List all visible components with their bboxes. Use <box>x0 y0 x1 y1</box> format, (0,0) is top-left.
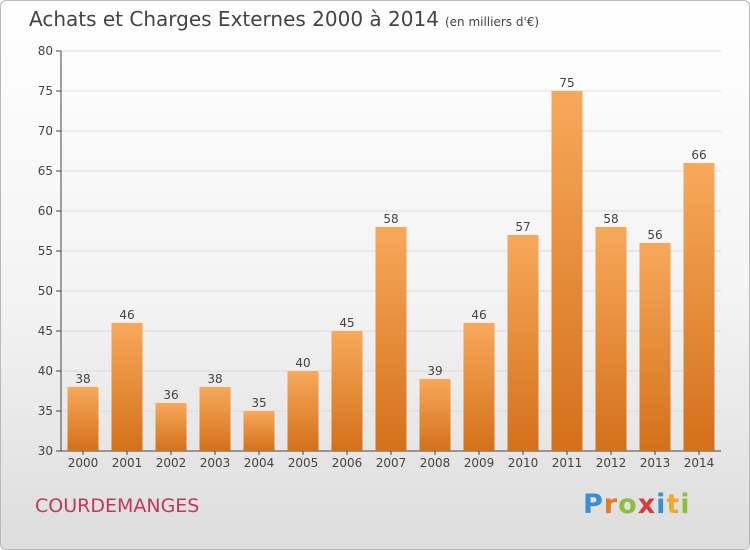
x-tick-label: 2009 <box>464 456 495 470</box>
x-tick-label: 2014 <box>684 456 715 470</box>
x-tick-label: 2008 <box>420 456 451 470</box>
data-label: 45 <box>339 316 354 330</box>
bars <box>67 91 715 451</box>
y-tick-label: 35 <box>38 404 53 418</box>
x-tick-label: 2013 <box>640 456 671 470</box>
y-tick-label: 30 <box>38 444 53 458</box>
bar <box>683 163 715 451</box>
bar <box>67 387 99 451</box>
x-tick-label: 2007 <box>376 456 407 470</box>
bar <box>507 235 539 451</box>
bar <box>595 227 627 451</box>
data-label: 58 <box>383 212 398 226</box>
x-tick-label: 2001 <box>112 456 143 470</box>
bar <box>199 387 231 451</box>
data-label: 35 <box>251 396 266 410</box>
y-tick-label: 65 <box>38 164 53 178</box>
proxiti-logo: Proxiti <box>583 489 691 520</box>
y-tick-label: 70 <box>38 124 53 138</box>
bar <box>551 91 583 451</box>
x-tick-label: 2004 <box>244 456 275 470</box>
data-label: 40 <box>295 356 310 370</box>
bar <box>331 331 363 451</box>
data-label: 56 <box>647 228 662 242</box>
commune-name: COURDEMANGES <box>35 495 200 517</box>
y-tick-label: 80 <box>38 44 53 58</box>
chart-title: Achats et Charges Externes 2000 à 2014 (e… <box>29 7 539 31</box>
data-label: 36 <box>163 388 178 402</box>
logo-letter: x <box>637 489 657 520</box>
x-tick-label: 2000 <box>68 456 99 470</box>
x-tick-label: 2002 <box>156 456 187 470</box>
data-label: 46 <box>471 308 486 322</box>
chart-title-text: Achats et Charges Externes 2000 à 2014 <box>29 7 439 31</box>
logo-letter: t <box>666 489 681 520</box>
y-tick-label: 75 <box>38 84 53 98</box>
x-tick-label: 2005 <box>288 456 319 470</box>
logo-letter: i <box>656 489 667 520</box>
y-tick-label: 50 <box>38 284 53 298</box>
y-tick-label: 55 <box>38 244 53 258</box>
y-tick-label: 60 <box>38 204 53 218</box>
bar <box>155 403 187 451</box>
logo-letter: r <box>603 489 619 520</box>
bar <box>463 323 495 451</box>
x-tick-label: 2012 <box>596 456 627 470</box>
bar <box>375 227 407 451</box>
data-label: 38 <box>207 372 222 386</box>
logo-letter: P <box>583 489 604 520</box>
bar <box>287 371 319 451</box>
chart-subtitle: (en milliers d'€) <box>444 15 540 29</box>
bar <box>639 243 671 451</box>
x-tick-label: 2003 <box>200 456 231 470</box>
logo-letter: o <box>618 489 638 520</box>
x-tick-label: 2010 <box>508 456 539 470</box>
bar <box>111 323 143 451</box>
data-labels: 38 46 36 38 35 40 45 58 39 46 57 75 58 56 66 <box>75 76 706 410</box>
data-label: 58 <box>603 212 618 226</box>
data-label: 46 <box>119 308 134 322</box>
bar <box>419 379 451 451</box>
data-label: 38 <box>75 372 90 386</box>
bar <box>243 411 275 451</box>
data-label: 75 <box>559 76 574 90</box>
logo-letter: i <box>680 489 691 520</box>
data-label: 57 <box>515 220 530 234</box>
y-tick-label: 45 <box>38 324 53 338</box>
x-tick-label: 2006 <box>332 456 363 470</box>
data-label: 66 <box>691 148 706 162</box>
data-label: 39 <box>427 364 442 378</box>
x-tick-label: 2011 <box>552 456 583 470</box>
y-tick-label: 40 <box>38 364 53 378</box>
